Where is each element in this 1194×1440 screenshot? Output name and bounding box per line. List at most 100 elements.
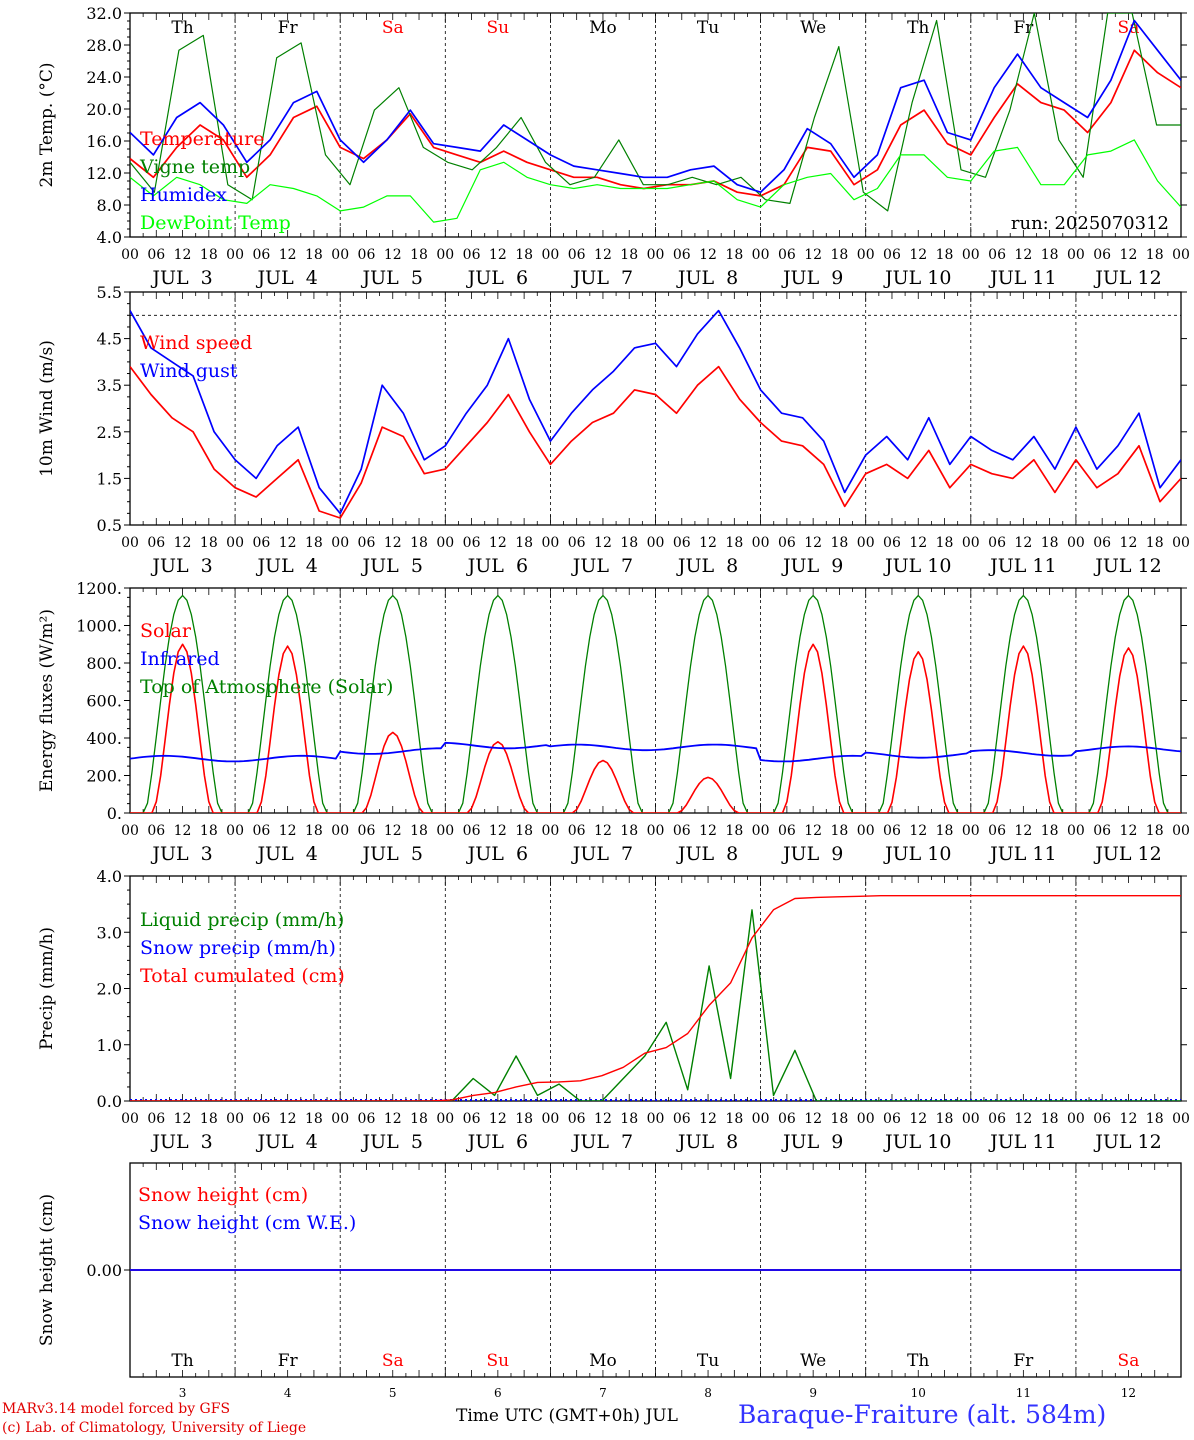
- weekday-label: Fr: [278, 1351, 299, 1371]
- hour-tick-label: 06: [673, 247, 691, 263]
- hour-tick-label: 12: [279, 823, 297, 839]
- hour-tick-label: 18: [200, 247, 218, 263]
- hour-tick-label: 06: [358, 247, 376, 263]
- hour-tick-label: 18: [305, 247, 323, 263]
- hour-tick-label: 18: [620, 247, 638, 263]
- hour-tick-label: 12: [909, 535, 927, 551]
- hour-tick-label: 18: [515, 823, 533, 839]
- date-label: JUL 10: [883, 843, 951, 865]
- hour-tick-label: 06: [358, 823, 376, 839]
- plot-frame: [129, 12, 1182, 238]
- hour-tick-label: 18: [515, 535, 533, 551]
- hour-tick-label: 06: [568, 823, 586, 839]
- hour-tick-label: 18: [410, 535, 428, 551]
- hour-tick-label: 18: [1041, 535, 1059, 551]
- hour-tick-label: 06: [883, 1111, 901, 1127]
- day-number-label: 9: [809, 1386, 817, 1400]
- hour-tick-label: 18: [1146, 1111, 1164, 1127]
- series-solar: [130, 643, 1181, 813]
- series-group: [130, 594, 1181, 813]
- lab-credit: (c) Lab. of Climatology, University of L…: [2, 1420, 307, 1436]
- date-label: JUL 12: [1093, 843, 1161, 865]
- hour-tick-label: 18: [200, 1111, 218, 1127]
- series-group: [130, 309, 1181, 519]
- hour-tick-label: 00: [752, 823, 770, 839]
- hour-tick-label: 06: [1093, 1111, 1111, 1127]
- hour-tick-label: 12: [804, 823, 822, 839]
- hour-tick-label: 00: [962, 535, 980, 551]
- hour-tick-label: 18: [305, 1111, 323, 1127]
- hour-tick-label: 12: [384, 1111, 402, 1127]
- hour-tick-label: 06: [568, 535, 586, 551]
- weekday-label: Tu: [697, 1351, 719, 1371]
- hour-tick-label: 06: [463, 823, 481, 839]
- hour-tick-label: 00: [226, 1111, 244, 1127]
- date-label: JUL 7: [571, 843, 633, 865]
- y-tick-label: 5.5: [97, 283, 122, 302]
- weekday-label: Tu: [697, 18, 719, 38]
- hour-tick-label: 06: [147, 823, 165, 839]
- series-dewpoint-temp: [130, 139, 1181, 223]
- date-label: JUL 8: [676, 1131, 738, 1153]
- hour-tick-label: 06: [147, 1111, 165, 1127]
- hour-tick-label: 12: [174, 247, 192, 263]
- hour-tick-label: 12: [1014, 1111, 1032, 1127]
- date-label: JUL 12: [1093, 267, 1161, 289]
- hour-tick-label: 12: [594, 535, 612, 551]
- date-label: JUL 5: [361, 843, 423, 865]
- series-wind-speed: [130, 365, 1181, 519]
- weekday-label: Th: [907, 1351, 929, 1371]
- hour-tick-label: 06: [673, 535, 691, 551]
- hour-tick-label: 18: [410, 823, 428, 839]
- hour-tick-label: 12: [174, 823, 192, 839]
- hour-tick-label: 06: [988, 247, 1006, 263]
- date-label: JUL 11: [988, 843, 1056, 865]
- y-tick-label: 20.0: [86, 100, 122, 119]
- hour-tick-label: 12: [1014, 823, 1032, 839]
- hour-tick-label: 06: [463, 247, 481, 263]
- hour-tick-label: 12: [699, 535, 717, 551]
- hour-tick-label: 00: [647, 823, 665, 839]
- hour-tick-label: 18: [725, 823, 743, 839]
- hour-tick-label: 00: [121, 1111, 139, 1127]
- hour-tick-label: 18: [515, 247, 533, 263]
- hour-tick-label: 00: [436, 535, 454, 551]
- date-label: JUL 7: [571, 1131, 633, 1153]
- weekday-label: Sa: [382, 1351, 404, 1371]
- hour-tick-label: 12: [594, 823, 612, 839]
- hour-tick-label: 06: [147, 247, 165, 263]
- hour-tick-label: 06: [1093, 247, 1111, 263]
- hour-tick-label: 18: [831, 1111, 849, 1127]
- hour-tick-label: 00: [1172, 823, 1190, 839]
- legend-entry: Total cumulated (cm): [140, 965, 345, 987]
- hour-tick-label: 12: [489, 247, 507, 263]
- hour-tick-label: 12: [1120, 823, 1138, 839]
- hour-tick-label: 12: [489, 535, 507, 551]
- hour-tick-label: 18: [725, 535, 743, 551]
- day-number-label: 6: [494, 1386, 502, 1400]
- hour-tick-label: 06: [883, 535, 901, 551]
- hour-tick-label: 18: [1146, 535, 1164, 551]
- date-label: JUL 9: [781, 1131, 843, 1153]
- hour-tick-label: 18: [1041, 247, 1059, 263]
- hour-tick-label: 18: [1146, 247, 1164, 263]
- y-tick-label: 1.5: [97, 469, 122, 488]
- hour-tick-label: 00: [541, 535, 559, 551]
- date-label: JUL 7: [571, 555, 633, 577]
- hour-tick-label: 18: [1041, 823, 1059, 839]
- y-tick-label: 12.0: [86, 164, 122, 183]
- date-label: JUL 11: [988, 267, 1056, 289]
- plot-frame: [129, 587, 1182, 814]
- hour-tick-label: 06: [252, 535, 270, 551]
- legend-entry: Wind gust: [140, 360, 238, 382]
- hour-tick-label: 06: [568, 247, 586, 263]
- hour-tick-label: 00: [857, 535, 875, 551]
- y-tick-label: 0.00: [86, 1261, 122, 1280]
- date-label: JUL 4: [255, 555, 317, 577]
- weekday-label: We: [800, 18, 826, 38]
- hour-tick-label: 06: [568, 1111, 586, 1127]
- hour-tick-label: 12: [279, 535, 297, 551]
- hour-tick-label: 18: [936, 535, 954, 551]
- weekday-label: Mo: [589, 1351, 617, 1371]
- hour-tick-label: 00: [331, 247, 349, 263]
